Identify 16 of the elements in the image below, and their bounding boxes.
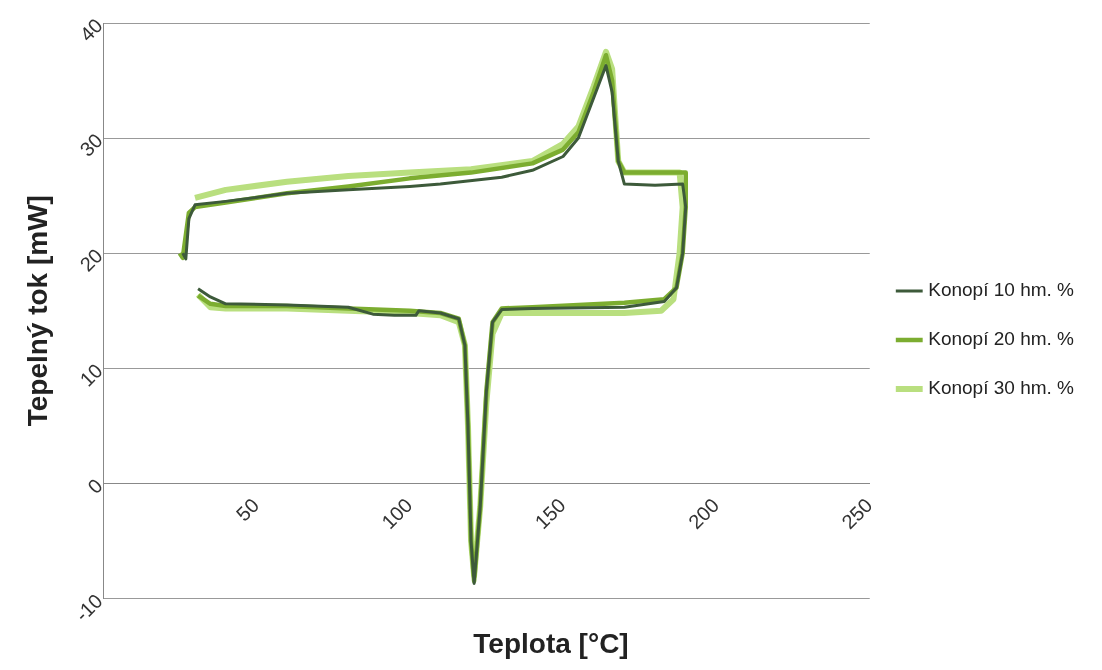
y-tick-label: 10 [75,359,107,391]
x-tick-label: 150 [530,493,570,534]
y-tick-label: 0 [83,474,107,498]
x-tick-label: 100 [377,493,417,534]
legend-label: Konopí 10 hm. % [928,279,1075,301]
x-tick-label: 200 [683,493,724,534]
y-tick-label: 30 [75,129,107,161]
y-axis-title: Tepelný tok [mW] [21,195,53,427]
x-tick-label: 50 [231,493,264,526]
y-tick-label: 20 [75,244,107,276]
legend-label: Konopí 30 hm. % [928,377,1075,399]
y-tick-label: 40 [75,14,107,46]
y-tick-label: -10 [70,589,107,626]
legend-label: Konopí 20 hm. % [928,328,1075,350]
x-axis-title: Teplota [°C] [473,627,629,659]
x-tick-label: 250 [837,493,877,534]
